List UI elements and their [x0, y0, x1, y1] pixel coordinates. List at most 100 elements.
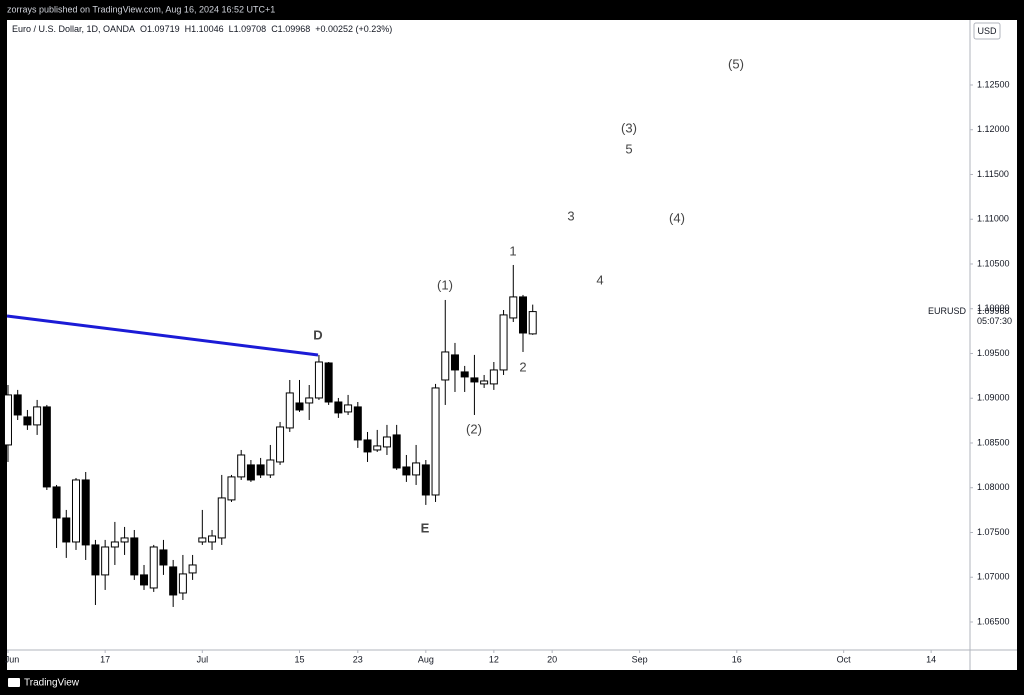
candle-body	[382, 436, 391, 448]
candle-body	[373, 445, 382, 451]
candle-body	[460, 371, 469, 378]
header-item: L1.09708	[229, 24, 267, 34]
y-tick-label: 1.11500	[977, 169, 1009, 179]
y-tick-label: 1.06500	[977, 616, 1010, 626]
candle-body	[42, 406, 51, 488]
candle-body	[266, 459, 275, 476]
candle-body	[217, 497, 226, 539]
y-tick-label: 1.10000	[977, 303, 1010, 313]
plot	[3, 264, 537, 607]
brand: TradingView	[8, 678, 80, 689]
candle-body	[149, 546, 158, 589]
candle-body	[412, 462, 421, 476]
candle-body	[441, 351, 450, 381]
wave-label: 1	[509, 243, 516, 258]
header-item: H1.10046	[185, 24, 224, 34]
x-tick-label: Jun	[5, 654, 20, 664]
candle-body	[499, 314, 508, 371]
y-tick-label: 1.11000	[977, 214, 1009, 224]
x-tick-label: 23	[353, 654, 363, 664]
wave-label: D	[313, 327, 322, 342]
candle-body	[295, 402, 304, 411]
candle-body	[101, 546, 110, 576]
candle-body	[450, 354, 459, 371]
candle-body	[363, 439, 372, 453]
last-price: 1.09968	[977, 306, 1010, 316]
candle-body	[71, 479, 80, 543]
brand-logo	[8, 678, 20, 687]
x-tick-label: Aug	[418, 654, 434, 664]
candle-body	[130, 537, 139, 576]
currency-box[interactable]	[973, 22, 1001, 40]
candle-body	[518, 296, 527, 334]
y-tick-label: 1.09000	[977, 393, 1010, 403]
candle-body	[246, 464, 255, 481]
wave-label: 4	[596, 272, 603, 287]
x-tick-label: 17	[100, 654, 110, 664]
candle-body	[421, 464, 430, 496]
y-tick-label: 1.12000	[977, 124, 1010, 134]
candle-body	[489, 369, 498, 385]
wave-label: (2)	[466, 421, 482, 436]
y-tick-label: 1.07500	[977, 527, 1010, 537]
x-tick-label: Sep	[632, 654, 648, 664]
candle-body	[314, 361, 323, 399]
x-tick-label: 15	[294, 654, 304, 664]
wave-label: 5	[625, 141, 632, 156]
x-tick-label: 14	[926, 654, 936, 664]
candle-body	[169, 566, 178, 596]
last-price-symbol: EURUSD	[928, 306, 967, 316]
published-line: zorrays published on TradingView.com, Au…	[7, 4, 275, 14]
y-tick-label: 1.12500	[977, 79, 1010, 89]
candle-body	[159, 549, 168, 566]
y-tick-label: 1.09500	[977, 348, 1010, 358]
wave-label: 3	[567, 208, 574, 223]
candle-body	[140, 574, 149, 586]
candle-body	[392, 434, 401, 469]
x-tick-label: Oct	[837, 654, 852, 664]
x-tick-label: 16	[732, 654, 742, 664]
candle-body	[470, 377, 479, 383]
candle-body	[62, 517, 71, 543]
candle-body	[227, 476, 236, 501]
header-item: O1.09719	[140, 24, 180, 34]
candle-body	[402, 466, 411, 476]
candle-body	[353, 406, 362, 441]
candle-body	[110, 541, 119, 548]
candle-body	[188, 564, 197, 574]
brand-name: TradingView	[24, 678, 80, 689]
candle-body	[344, 404, 353, 413]
candle-body	[3, 394, 12, 446]
wave-label: (4)	[669, 210, 685, 225]
countdown: 05:07:30	[977, 316, 1012, 326]
candle-body	[276, 426, 285, 463]
candle-body	[237, 454, 246, 478]
candle-body	[334, 401, 343, 414]
candle-body	[528, 311, 537, 335]
candle-body	[431, 387, 440, 496]
chart-area	[7, 20, 1017, 670]
candle-body	[178, 573, 187, 594]
y-tick-label: 1.10500	[977, 258, 1010, 268]
candle-body	[120, 537, 129, 543]
candle-body	[509, 296, 518, 319]
wave-label: (3)	[621, 120, 637, 135]
header-item: C1.09968	[271, 24, 310, 34]
trend-line	[6, 314, 319, 357]
candle-body	[91, 544, 100, 576]
wave-label: E	[421, 520, 430, 535]
candle-body	[81, 479, 90, 546]
candle-body	[23, 416, 32, 426]
candle-body	[52, 486, 61, 519]
candle-body	[480, 380, 489, 385]
currency: USD	[977, 26, 997, 36]
header-item: +0.00252 (+0.23%)	[315, 24, 392, 34]
symbol-header: Euro / U.S. Dollar, 1D, OANDA O1.09719 H1.…	[12, 24, 392, 34]
x-tick-label: 12	[489, 654, 499, 664]
candle-body	[324, 362, 333, 403]
header-item: Euro / U.S. Dollar, 1D, OANDA	[12, 24, 135, 34]
y-tick-label: 1.08500	[977, 437, 1010, 447]
wave-label: 2	[519, 359, 526, 374]
